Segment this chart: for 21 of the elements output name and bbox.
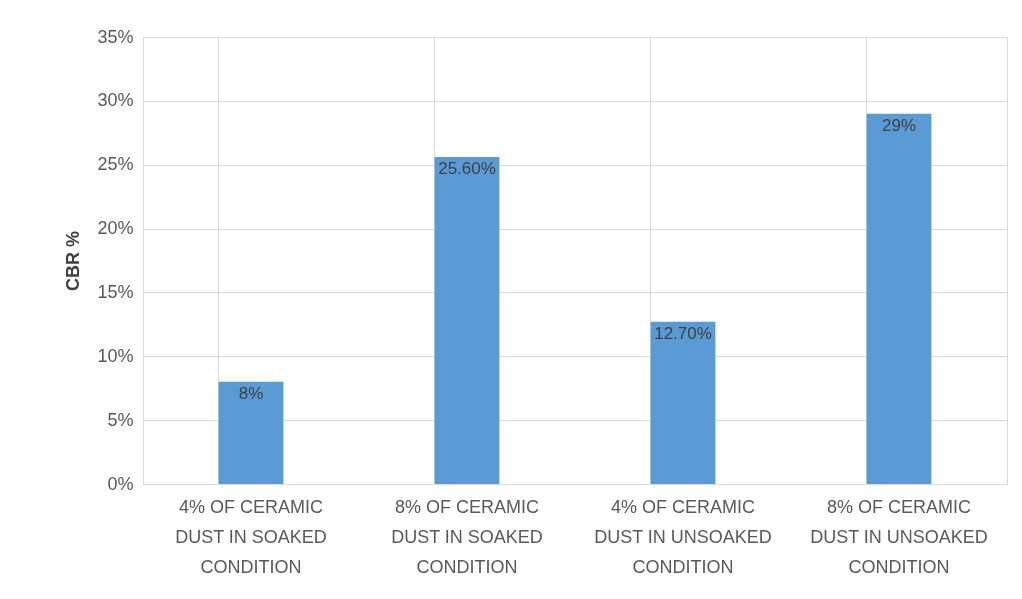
y-tick-label: 35% [97,26,134,47]
y-tick-label: 5% [107,409,134,430]
y-tick-label: 0% [107,473,134,494]
bar [434,157,500,484]
bar [866,113,932,484]
bar [650,321,716,484]
y-tick-label: 30% [97,90,134,111]
y-tick-label: 10% [97,345,134,366]
x-tick-label: 4% OF CERAMIC DUST IN SOAKED CONDITION [175,496,327,577]
bar [218,381,284,484]
y-axis-title: CBR % [63,230,84,292]
y-tick-label: 25% [97,154,134,175]
data-label: 8% [238,383,264,403]
data-label: 29% [881,115,917,135]
data-label: 25.60% [438,159,496,179]
y-tick-label: 20% [97,218,134,239]
x-tick-label: 8% OF CERAMIC DUST IN UNSOAKED CONDITION [810,496,988,577]
x-tick-label: 8% OF CERAMIC DUST IN SOAKED CONDITION [391,496,543,577]
y-tick-label: 15% [97,281,134,302]
data-label: 12.70% [654,323,712,343]
x-tick-label: 4% OF CERAMIC DUST IN UNSOAKED CONDITION [594,496,772,577]
